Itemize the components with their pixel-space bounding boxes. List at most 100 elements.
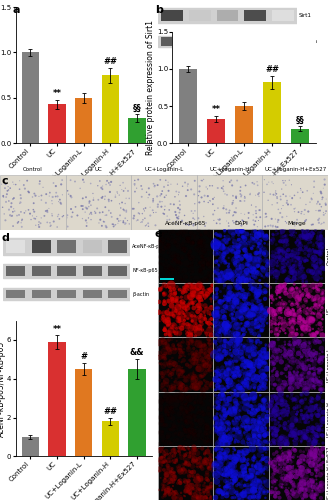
Point bbox=[200, 262, 206, 270]
Point bbox=[111, 220, 116, 228]
Point bbox=[121, 187, 126, 195]
Point bbox=[303, 480, 309, 488]
Point bbox=[293, 466, 298, 473]
Point bbox=[261, 425, 266, 433]
Point bbox=[195, 434, 201, 442]
Point bbox=[167, 240, 172, 248]
Point bbox=[298, 447, 303, 455]
Point bbox=[203, 454, 208, 462]
Point bbox=[279, 233, 285, 241]
Point bbox=[203, 494, 208, 500]
Point bbox=[234, 468, 239, 475]
Point bbox=[222, 282, 227, 290]
Point bbox=[12, 207, 17, 215]
Point bbox=[191, 373, 196, 381]
Point bbox=[288, 486, 294, 494]
Point bbox=[166, 346, 172, 354]
Point bbox=[272, 381, 277, 389]
Point bbox=[253, 191, 258, 199]
Point bbox=[255, 373, 260, 381]
Point bbox=[273, 256, 278, 264]
Point bbox=[163, 407, 168, 415]
Point bbox=[204, 360, 209, 368]
Point bbox=[314, 458, 319, 466]
Point bbox=[275, 194, 280, 202]
Point bbox=[297, 462, 302, 470]
Point bbox=[279, 470, 285, 478]
Point bbox=[177, 197, 182, 205]
Point bbox=[299, 414, 305, 422]
Point bbox=[231, 367, 236, 375]
Point bbox=[220, 448, 225, 456]
Point bbox=[194, 357, 199, 365]
Point bbox=[285, 475, 290, 483]
Point bbox=[22, 209, 27, 217]
Point bbox=[321, 352, 326, 360]
Point bbox=[180, 298, 185, 306]
Point bbox=[165, 312, 171, 320]
Point bbox=[209, 254, 214, 262]
Point bbox=[151, 180, 156, 188]
Point bbox=[302, 347, 307, 355]
Point bbox=[310, 478, 315, 486]
Point bbox=[290, 430, 295, 438]
Point bbox=[300, 316, 306, 324]
Point bbox=[303, 292, 309, 300]
Point bbox=[213, 304, 218, 312]
Point bbox=[187, 468, 193, 476]
Point bbox=[278, 282, 283, 290]
Point bbox=[218, 436, 224, 444]
Point bbox=[34, 212, 39, 220]
Point bbox=[290, 305, 295, 313]
Point bbox=[305, 456, 311, 464]
Point bbox=[178, 267, 184, 275]
Point bbox=[255, 262, 260, 270]
Point bbox=[197, 406, 202, 414]
Point bbox=[224, 384, 229, 392]
Point bbox=[281, 246, 286, 254]
Point bbox=[157, 464, 162, 472]
Point bbox=[235, 410, 240, 418]
Point bbox=[269, 380, 275, 388]
Point bbox=[214, 427, 219, 435]
Point bbox=[187, 445, 192, 453]
Point bbox=[274, 389, 279, 397]
Point bbox=[172, 306, 177, 314]
Point bbox=[213, 338, 218, 345]
Point bbox=[180, 405, 185, 413]
Point bbox=[196, 247, 201, 255]
Point bbox=[311, 445, 317, 453]
Point bbox=[255, 468, 260, 476]
Point bbox=[198, 348, 203, 356]
Point bbox=[188, 490, 193, 498]
Point bbox=[123, 194, 129, 202]
Point bbox=[270, 375, 275, 383]
Point bbox=[319, 202, 324, 210]
Point bbox=[185, 418, 190, 426]
Point bbox=[222, 277, 227, 285]
Point bbox=[269, 396, 275, 404]
Point bbox=[253, 358, 258, 366]
Point bbox=[265, 488, 270, 496]
Point bbox=[163, 377, 169, 385]
Point bbox=[262, 240, 267, 248]
Point bbox=[313, 256, 318, 264]
Point bbox=[298, 486, 304, 494]
Point bbox=[290, 410, 295, 418]
Point bbox=[186, 222, 192, 230]
Point bbox=[296, 254, 301, 262]
Point bbox=[177, 201, 183, 209]
Point bbox=[166, 456, 171, 464]
Point bbox=[207, 232, 213, 239]
Point bbox=[287, 432, 292, 440]
Point bbox=[233, 280, 238, 288]
Point bbox=[111, 222, 116, 230]
Point bbox=[233, 194, 238, 202]
Point bbox=[214, 318, 219, 326]
Point bbox=[21, 181, 27, 189]
Point bbox=[278, 434, 284, 442]
Point bbox=[179, 404, 184, 412]
Point bbox=[309, 376, 314, 384]
Point bbox=[312, 494, 317, 500]
Point bbox=[265, 364, 270, 372]
